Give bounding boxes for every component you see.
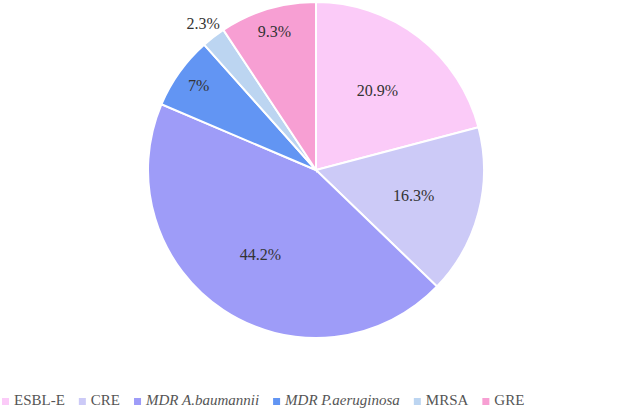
legend-item: CRE: [79, 392, 120, 408]
chart: 20.9% 16.3% 44.2% 7% 2.3% 9.3% ESBL-E CRE MDR A.…: [0, 0, 634, 415]
legend-swatch: [273, 398, 280, 405]
legend-label: CRE: [91, 392, 120, 408]
legend-swatch: [2, 398, 9, 405]
data-labels: 20.9% 16.3% 44.2% 7% 2.3% 9.3%: [187, 15, 435, 262]
data-label: 20.9%: [357, 82, 398, 99]
legend: ESBL-E CRE MDR A.baumannii MDR P.aeruginosa…: [2, 392, 524, 408]
legend-item: ESBL-E: [2, 392, 65, 408]
data-label: 2.3%: [187, 15, 220, 32]
data-label: 44.2%: [240, 246, 281, 263]
legend-swatch: [134, 398, 141, 405]
legend-item: GRE: [482, 392, 524, 408]
data-label: 9.3%: [258, 23, 291, 40]
legend-label: GRE: [494, 392, 524, 408]
legend-swatch: [79, 398, 86, 405]
legend-item: MDR P.aeruginosa: [273, 392, 400, 408]
legend-swatch: [482, 398, 489, 405]
legend-label: ESBL-E: [14, 392, 65, 408]
legend-label: MRSA: [426, 392, 469, 408]
pie: [148, 2, 484, 338]
pie-slice: [223, 2, 316, 170]
legend-label: MDR P.aeruginosa: [284, 392, 400, 408]
legend-swatch: [414, 398, 421, 405]
data-label: 16.3%: [393, 187, 434, 204]
data-label: 7%: [188, 77, 209, 94]
legend-label: MDR A.baumannii: [145, 392, 259, 408]
legend-item: MRSA: [414, 392, 469, 408]
legend-item: MDR A.baumannii: [134, 392, 259, 408]
